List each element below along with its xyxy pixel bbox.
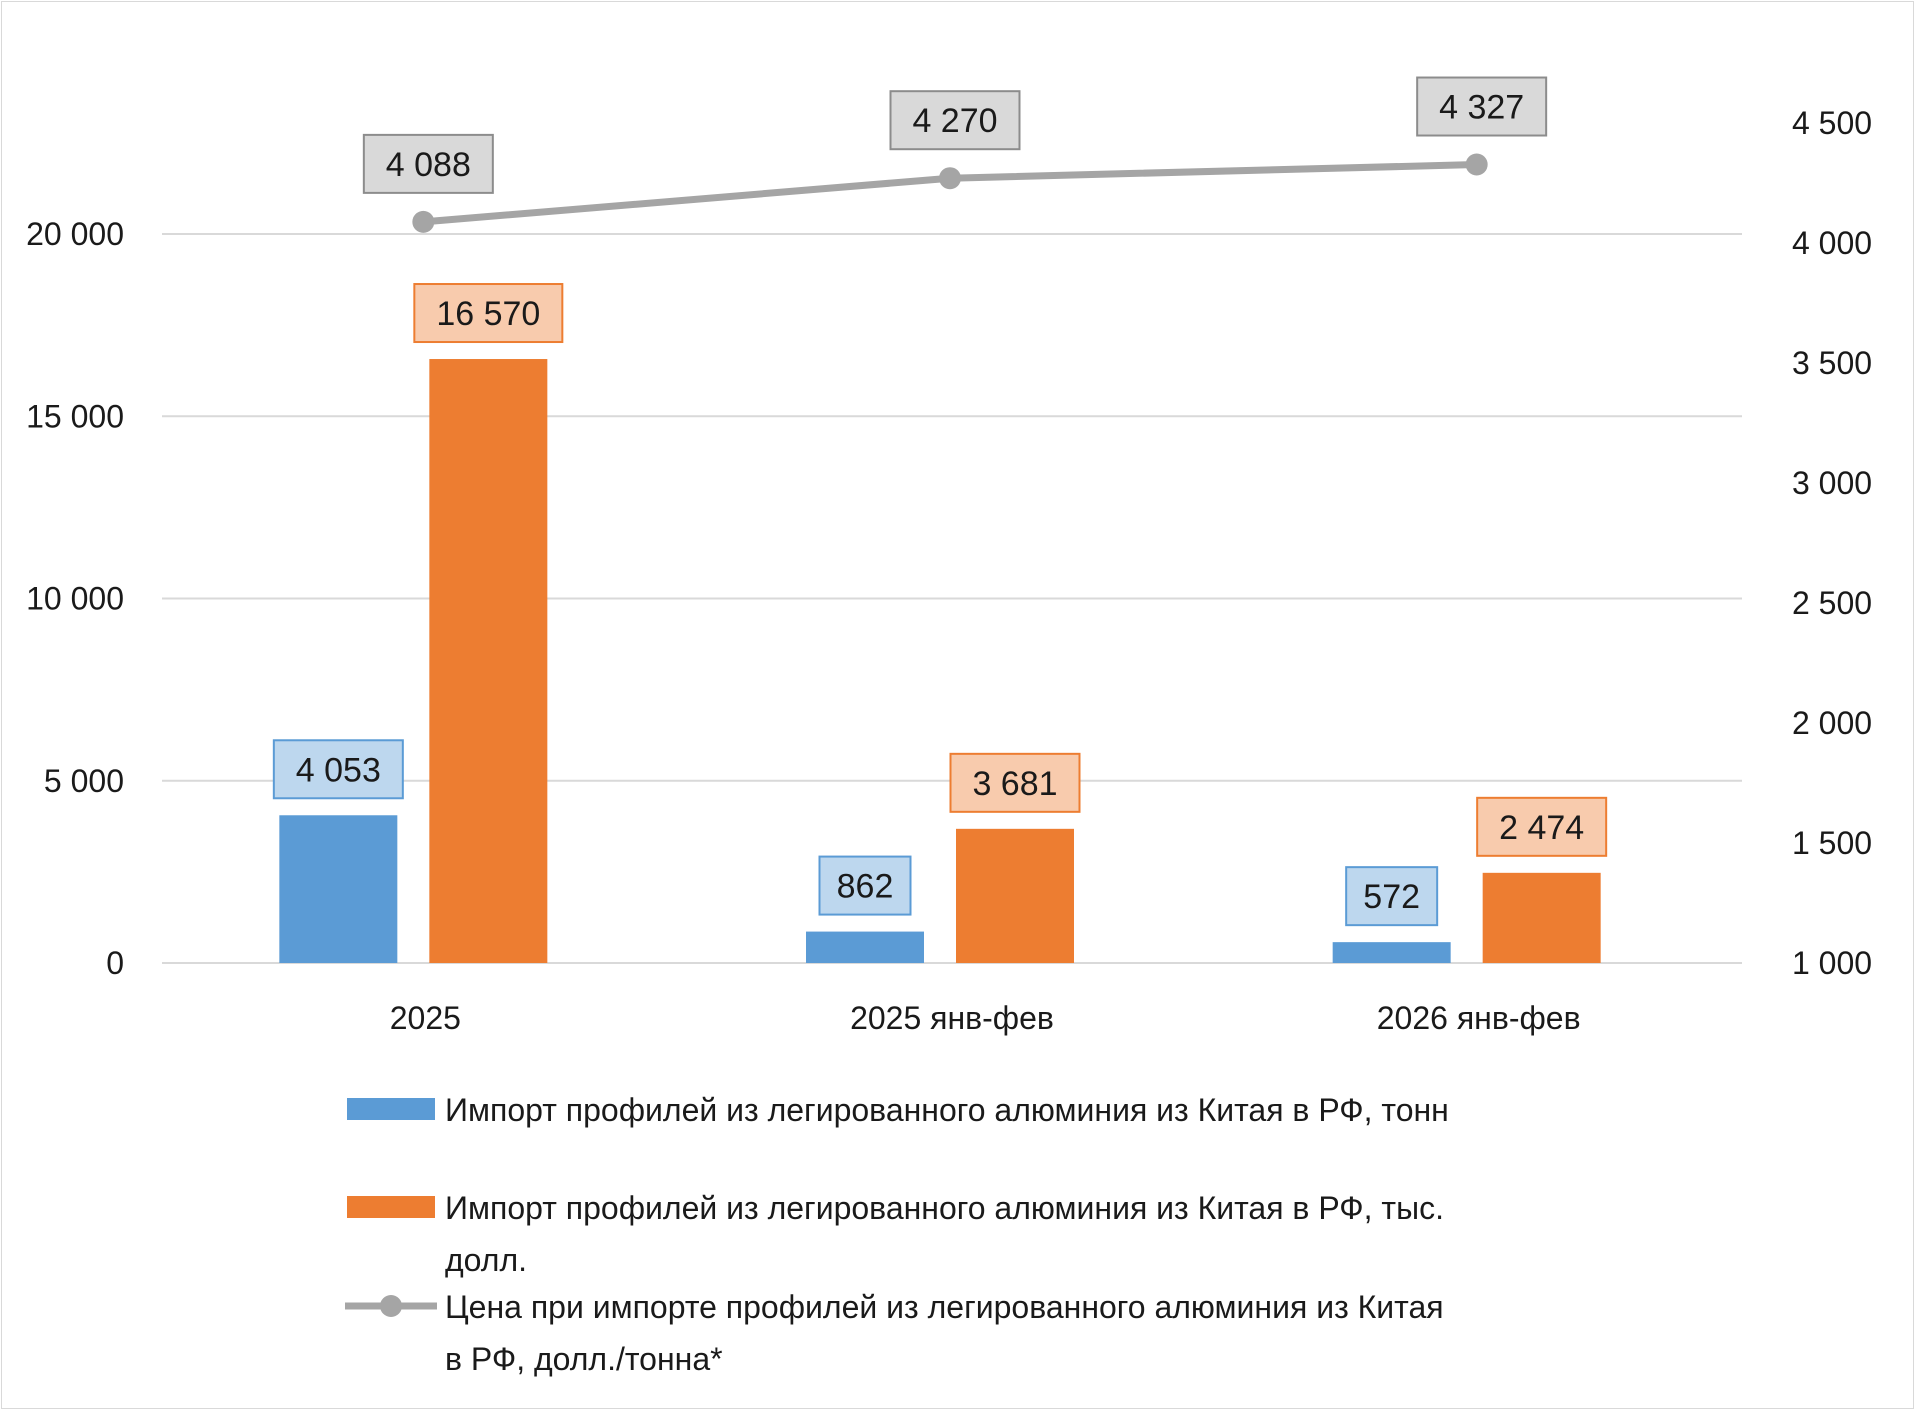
line-data-label-box [1416, 76, 1548, 137]
bar-data-label-box [949, 752, 1081, 813]
legend-label: долл. [445, 1242, 527, 1278]
bar-data-label-box [413, 283, 564, 344]
line-data-label-text: 4 270 [912, 102, 997, 140]
bar-data-label: 3 681 [949, 752, 1081, 813]
category-label: 2025 [390, 1000, 461, 1036]
legend-label: Импорт профилей из легированного алюмини… [445, 1092, 1449, 1128]
left-axis-tick-label: 10 000 [26, 581, 124, 617]
category-axis: 2025 2025 янв-фев 2026 янв-фев [390, 1000, 1581, 1036]
category-label: 2025 янв-фев [850, 1000, 1054, 1036]
category-label: 2026 янв-фев [1377, 1000, 1581, 1036]
line-data-label-text: 4 088 [386, 146, 471, 184]
legend-marker [380, 1295, 402, 1317]
right-axis-tick-label: 4 500 [1792, 105, 1872, 141]
left-axis-tick-label: 5 000 [44, 763, 124, 799]
legend-item: Цена при импорте профилей из легированно… [345, 1289, 1444, 1377]
bar-data-label: 862 [818, 855, 912, 916]
left-axis-tick-label: 15 000 [26, 398, 124, 434]
line-data-label: 4 088 [362, 133, 494, 194]
bar-data-label-text: 4 053 [296, 751, 381, 789]
price-line-point [412, 210, 435, 233]
bar-data-label-text: 862 [837, 868, 894, 906]
line-data-label: 4 270 [889, 90, 1021, 151]
bar-data-label-box [818, 855, 912, 916]
bar [279, 815, 398, 963]
bar-data-label-box [1345, 866, 1439, 927]
data-labels: 4 053 862 572 16 570 3 681 2 474 4 088 4 270 4 3… [272, 76, 1608, 927]
right-axis-tick-label: 4 000 [1792, 225, 1872, 261]
price-line-point [1465, 153, 1488, 176]
legend: Импорт профилей из легированного алюмини… [345, 1092, 1449, 1377]
legend-item: Импорт профилей из легированного алюмини… [347, 1190, 1444, 1278]
left-axis-tick-label: 0 [106, 945, 124, 981]
legend-swatch [347, 1098, 435, 1120]
bar-data-label-box [1476, 796, 1608, 857]
bar-data-label: 16 570 [413, 283, 564, 344]
bar-data-label: 4 053 [272, 739, 404, 800]
bar-data-label-box [272, 739, 404, 800]
legend-swatch [347, 1196, 435, 1218]
right-axis-tick-label: 1 000 [1792, 945, 1872, 981]
bar-data-label: 2 474 [1476, 796, 1608, 857]
line-data-label: 4 327 [1416, 76, 1548, 137]
bar [806, 931, 924, 963]
left-axis-tick-label: 20 000 [26, 216, 124, 252]
bars [279, 359, 1601, 963]
right-axis-tick-label: 3 000 [1792, 465, 1872, 501]
legend-item: Импорт профилей из легированного алюмини… [347, 1092, 1449, 1128]
bar [1482, 872, 1601, 963]
bar-data-label-text: 572 [1363, 878, 1420, 916]
bar-data-label-text: 3 681 [972, 765, 1057, 803]
left-axis: 0 5 000 10 000 15 000 20 000 [26, 216, 124, 981]
legend-label: в РФ, долл./тонна* [445, 1341, 723, 1377]
bar-data-label: 572 [1345, 866, 1439, 927]
right-axis-tick-label: 2 000 [1792, 705, 1872, 741]
bar [429, 359, 548, 963]
price-line [412, 153, 1488, 233]
bar-data-label-text: 2 474 [1499, 809, 1584, 847]
price-line-point [939, 167, 961, 190]
gridlines [162, 233, 1742, 964]
line-data-label-box [889, 90, 1021, 151]
legend-label: Цена при импорте профилей из легированно… [445, 1289, 1444, 1325]
right-axis-tick-label: 2 500 [1792, 585, 1872, 621]
bar-data-label-text: 16 570 [436, 295, 540, 333]
right-axis-tick-label: 3 500 [1792, 345, 1872, 381]
bar [1332, 942, 1451, 963]
right-axis-tick-label: 1 500 [1792, 825, 1872, 861]
line-data-label-box [362, 133, 494, 194]
bar [956, 828, 1074, 963]
right-axis: 1 000 1 500 2 000 2 500 3 000 3 500 4 000 4 500 [1792, 105, 1872, 981]
line-data-label-text: 4 327 [1439, 89, 1524, 127]
legend-label: Импорт профилей из легированного алюмини… [445, 1190, 1444, 1226]
